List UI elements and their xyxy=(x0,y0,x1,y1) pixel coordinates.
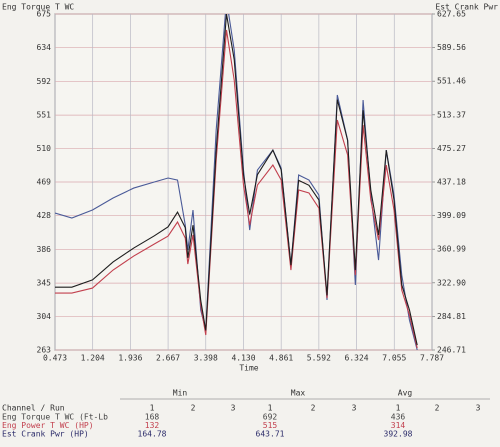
table-run-header: 2 xyxy=(435,404,440,413)
y2-tick-label: 322.90 xyxy=(437,278,466,287)
y-tick-label: 386 xyxy=(37,245,52,254)
table-cell: 168 xyxy=(145,413,160,422)
y-tick-label: 675 xyxy=(37,10,52,19)
y-tick-label: 592 xyxy=(37,77,52,86)
series-line xyxy=(55,14,418,346)
x-tick-label: 4.861 xyxy=(269,354,293,363)
table-run-header: 1 xyxy=(396,404,401,413)
x-tick-label: 0.473 xyxy=(43,354,67,363)
series-line xyxy=(55,29,418,349)
y2-tick-label: 475.27 xyxy=(437,144,466,153)
x-tick-label: 7.787 xyxy=(420,354,444,363)
x-tick-label: 3.398 xyxy=(194,354,218,363)
x-tick-label: 7.055 xyxy=(382,354,406,363)
y2-tick-label: 589.56 xyxy=(437,43,466,52)
y2-tick-label: 246.71 xyxy=(437,346,466,355)
table-run-header: 3 xyxy=(476,404,481,413)
x-tick-label: 5.592 xyxy=(307,354,331,363)
y-tick-label: 469 xyxy=(37,178,52,187)
table-run-header: 3 xyxy=(352,404,357,413)
y2-tick-label: 399.09 xyxy=(437,211,466,220)
y-tick-label: 510 xyxy=(37,144,52,153)
table-cell: 132 xyxy=(145,421,160,430)
table-group-header: Max xyxy=(291,389,306,398)
table-cell: 392.98 xyxy=(384,430,413,439)
table-cell: 314 xyxy=(391,421,406,430)
table-header: Channel / Run xyxy=(2,404,65,413)
y2-tick-label: 284.81 xyxy=(437,312,466,321)
table-run-header: 2 xyxy=(191,404,196,413)
table-row-label: Est Crank Pwr (HP) xyxy=(2,430,89,439)
y2-tick-label: 551.46 xyxy=(437,77,466,86)
y2-axis-label: Est Crank Pwr xyxy=(435,3,498,12)
y-axis-label: Eng Torque T WC xyxy=(2,3,74,12)
y2-tick-label: 627.65 xyxy=(437,10,466,19)
y-tick-label: 304 xyxy=(37,312,52,321)
table-row-label: Eng Torque T WC (Ft-Lb xyxy=(2,413,108,422)
table-row-label: Eng Power T WC (HP) xyxy=(2,421,94,430)
x-tick-label: 4.130 xyxy=(231,354,255,363)
y-tick-label: 428 xyxy=(37,211,52,220)
table-cell: 692 xyxy=(263,413,278,422)
x-tick-label: 6.324 xyxy=(345,354,369,363)
y2-tick-label: 360.99 xyxy=(437,245,466,254)
y-tick-label: 551 xyxy=(37,111,52,120)
y2-tick-label: 513.37 xyxy=(437,110,466,119)
table-cell: 164.78 xyxy=(138,430,167,439)
y-tick-label: 634 xyxy=(37,43,52,52)
y2-tick-label: 437.18 xyxy=(437,178,466,187)
y-tick-label: 263 xyxy=(37,346,52,355)
table-group-header: Avg xyxy=(398,389,413,398)
table-run-header: 2 xyxy=(311,404,316,413)
x-tick-label: 1.204 xyxy=(81,354,105,363)
y-tick-label: 345 xyxy=(37,279,52,288)
table-run-header: 1 xyxy=(150,404,155,413)
table-cell: 436 xyxy=(391,413,406,422)
x-tick-label: 2.667 xyxy=(156,354,180,363)
table-run-header: 3 xyxy=(231,404,236,413)
table-cell: 515 xyxy=(263,421,278,430)
table-cell: 643.71 xyxy=(256,430,285,439)
table-run-header: 1 xyxy=(268,404,273,413)
x-tick-label: 1.936 xyxy=(118,354,142,363)
table-group-header: Min xyxy=(173,389,188,398)
x-axis-label: Time xyxy=(239,364,258,373)
